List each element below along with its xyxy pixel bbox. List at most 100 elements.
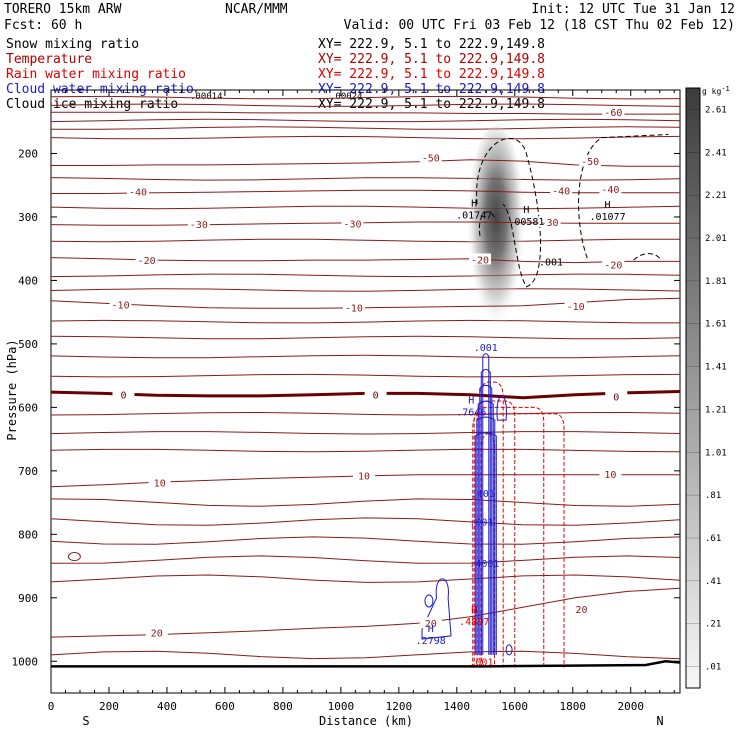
contour-label: 0	[120, 391, 126, 402]
isotherm-unlabeled	[51, 448, 680, 453]
colorbar-label: .41	[705, 577, 721, 587]
x-tick-label: 0	[48, 700, 55, 713]
field-name-temperature: Temperature	[6, 52, 92, 67]
contour-label-bg	[599, 468, 622, 480]
contour-label-bg	[570, 603, 593, 615]
isotherm-unlabeled	[51, 373, 680, 378]
field-xy-cloud-ice: XY= 222.9, 5.1 to 222.9,149.8	[318, 97, 545, 112]
contour-label-bg	[342, 301, 365, 313]
contour-label: 20	[575, 605, 587, 616]
colorbar-label: .61	[705, 534, 721, 544]
contour-label: 0	[613, 393, 619, 404]
contour-label-bg	[353, 469, 376, 481]
isotherm-unlabeled	[51, 95, 680, 100]
isotherm-unlabeled	[51, 555, 680, 564]
colorbar-label: .81	[705, 491, 721, 501]
field-name-snow: Snow mixing ratio	[6, 37, 139, 52]
contour-label-bg	[341, 217, 364, 229]
max-marker-value: .00581	[508, 217, 544, 228]
org-label: NCAR/MMM	[225, 2, 288, 17]
colorbar-label: 2.21	[705, 191, 727, 201]
contour-label: -20	[604, 261, 622, 272]
rain-water-contour	[479, 381, 504, 668]
colorbar-label: 1.81	[705, 277, 727, 287]
contour-label: -40	[552, 186, 570, 197]
contour-label: -50	[422, 153, 440, 164]
max-marker-letter: H	[468, 395, 474, 406]
contour-label-bg	[145, 626, 168, 638]
y-tick-label: 600	[18, 401, 38, 414]
isotherm-unlabeled	[51, 288, 680, 292]
cloud-water-contour	[477, 400, 494, 655]
colorbar-label: 1.61	[705, 320, 727, 330]
cloud-water-contour	[479, 384, 493, 655]
overlap-label-a: .00014	[190, 92, 223, 102]
cloud-water-contour	[424, 594, 434, 608]
snow-mixing-ratio-shading	[465, 125, 526, 346]
cloud-ice-contour	[633, 253, 661, 261]
isotherm--60	[51, 111, 680, 115]
contour-label: -40	[601, 185, 619, 196]
x-tick-label: 400	[157, 700, 177, 713]
y-tick-label: 1000	[12, 655, 39, 668]
cloud-water-contour	[482, 353, 490, 655]
contour-label: -50	[581, 157, 599, 168]
colorbar-label: 2.61	[705, 105, 727, 115]
max-marker-value: .4897	[459, 617, 489, 628]
contour-label-bg	[419, 151, 442, 163]
model-title: TORERO 15km ARW	[4, 2, 122, 17]
isotherm-unlabeled	[51, 431, 680, 435]
contour-label: -10	[112, 301, 130, 312]
contour-label-bg	[109, 298, 132, 310]
colorbar: g kg-1 2.61 2.41 2.21 2.01 1.81 1.61 1.41 1.21 1…	[685, 85, 730, 689]
contour-label-bg	[605, 390, 628, 402]
isotherm-unlabeled	[51, 411, 680, 416]
isotherm-unlabeled	[51, 238, 680, 243]
max-marker-letter: H	[471, 605, 477, 616]
contour-label-bg	[187, 217, 210, 229]
contour-label-bg	[135, 254, 158, 266]
contour-label: 0	[373, 391, 379, 402]
isotherm-unlabeled	[51, 273, 680, 278]
contour-label-bg	[599, 183, 622, 195]
colorbar-label: 1.21	[705, 405, 727, 415]
contour-label: 10	[358, 471, 370, 482]
colorbar-unit: g kg-1	[702, 85, 730, 96]
x-endpoint-right: N	[656, 714, 663, 728]
x-tick-label: 1600	[502, 700, 529, 713]
y-tick-label: 300	[18, 211, 38, 224]
contour-label: 20	[151, 629, 163, 640]
x-tick-label: 1800	[560, 700, 587, 713]
contour-label: -30	[541, 218, 559, 229]
overlap-label-b: .00024	[330, 92, 363, 102]
terrain-surface	[51, 660, 680, 668]
colorbar-label: .21	[705, 620, 721, 630]
max-marker-value: .01077	[589, 212, 625, 223]
y-axis-title: Pressure (hPa)	[5, 339, 19, 440]
isotherm-unlabeled	[51, 650, 680, 660]
contour-label: 10	[154, 478, 166, 489]
max-marker-value: .7646	[456, 407, 486, 418]
isotherm-unlabeled	[51, 205, 680, 210]
isotherm-unlabeled	[51, 118, 680, 123]
contour-label-bg	[148, 476, 171, 488]
cloud-water-contour	[421, 578, 452, 640]
max-marker-value: .01747	[456, 211, 492, 222]
max-marker-letter: H	[428, 624, 434, 635]
init-time: Init: 12 UTC Tue 31 Jan 12	[532, 2, 736, 17]
contour-label-bg	[126, 185, 149, 197]
contour-label: -10	[345, 304, 363, 315]
cloud-water-contour	[480, 368, 491, 655]
field-name-rain: Rain water mixing ratio	[6, 67, 186, 82]
field-xy-snow: XY= 222.9, 5.1 to 222.9,149.8	[318, 37, 545, 52]
contour-label-bg	[112, 388, 135, 400]
rain-water-contour	[476, 400, 516, 668]
contour-label: -30	[190, 220, 208, 231]
colorbar-label: 2.01	[705, 234, 727, 244]
contour-label: -60	[604, 108, 622, 119]
isotherm-unlabeled	[51, 103, 680, 107]
contour-label-bg	[564, 299, 587, 311]
field-xy-rain: XY= 222.9, 5.1 to 222.9,149.8	[318, 67, 545, 82]
isotherm-unlabeled	[51, 574, 680, 583]
